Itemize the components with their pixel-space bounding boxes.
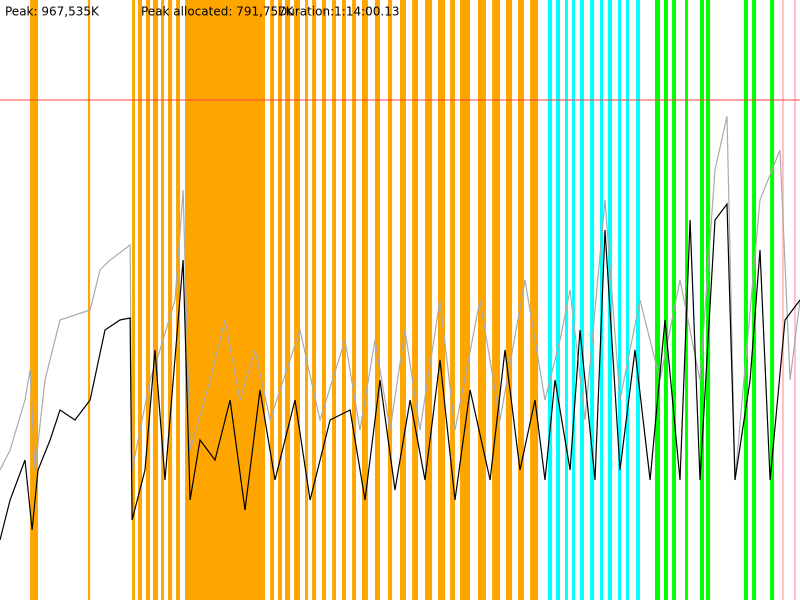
gc-event	[672, 0, 677, 600]
gc-event	[321, 0, 326, 600]
gc-event	[625, 0, 630, 600]
gc-event	[781, 0, 784, 600]
memory-line	[0, 202, 800, 541]
gc-events	[30, 0, 797, 600]
gc-event	[138, 0, 142, 600]
gc-event	[565, 0, 568, 600]
gc-event	[400, 0, 406, 600]
peak-label: Peak: 967,535K	[5, 5, 100, 19]
gc-event	[752, 0, 757, 600]
gc-event	[492, 0, 500, 600]
gc-event	[460, 0, 471, 600]
gc-event	[285, 0, 291, 600]
gc-event	[270, 0, 275, 600]
gc-event	[412, 0, 419, 600]
gc-event	[294, 0, 300, 600]
gc-event	[607, 0, 613, 600]
gc-event	[743, 0, 748, 600]
gc-event	[438, 0, 446, 600]
gc-event	[87, 0, 91, 600]
gc-event	[572, 0, 575, 600]
gc-event	[505, 0, 513, 600]
gc-event	[663, 0, 668, 600]
gc-event	[278, 0, 282, 600]
gc-event	[770, 0, 775, 600]
memory-line	[0, 116, 800, 481]
gc-event	[425, 0, 433, 600]
gc-event	[450, 0, 455, 600]
duration-label: Duration:1:14:00.13	[278, 5, 400, 19]
memory-lines	[0, 99, 800, 541]
gc-event	[352, 0, 357, 600]
gc-event	[185, 0, 266, 600]
gc-event	[590, 0, 595, 600]
gc-event	[705, 0, 711, 600]
gc-event	[152, 0, 159, 600]
gc-event	[556, 0, 560, 600]
gc-event	[636, 0, 640, 600]
gc-event	[700, 0, 704, 600]
gc-event	[618, 0, 622, 600]
gc-event	[305, 0, 308, 600]
gc-event	[530, 0, 539, 600]
gc-event	[30, 0, 39, 600]
gc-event	[374, 0, 380, 600]
gc-event	[361, 0, 368, 600]
gc-event	[312, 0, 317, 600]
gc-event	[654, 0, 660, 600]
gc-event	[145, 0, 151, 600]
gc-event	[132, 0, 135, 600]
gc-event	[600, 0, 604, 600]
gc-event	[478, 0, 486, 600]
gc-event	[167, 0, 173, 600]
gc-event	[176, 0, 180, 600]
peak-allocated-label: Peak allocated: 791,757K	[141, 5, 295, 19]
header: Peak: 967,535K Peak allocated: 791,757K …	[5, 5, 400, 19]
gc-event	[794, 0, 797, 600]
gc-event	[161, 0, 164, 600]
gc-event	[341, 0, 346, 600]
gc-event	[580, 0, 584, 600]
gc-event	[387, 0, 393, 600]
gc-event	[547, 0, 553, 600]
gc-event	[332, 0, 337, 600]
